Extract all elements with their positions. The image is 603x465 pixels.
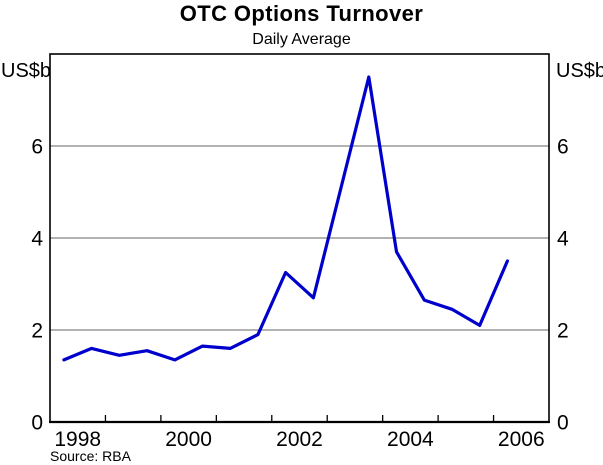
y-axis-tick-label-left: 2 [31,320,43,343]
y-axis-tick-label-right: 4 [557,228,569,251]
y-axis-tick-label-left: 6 [31,136,43,159]
chart-subtitle: Daily Average [252,31,351,48]
y-axis-tick-label-right: 2 [557,320,569,343]
y-axis-unit-label-right: US$b [556,60,603,82]
data-line [62,75,509,362]
y-axis-tick-label-left: 0 [31,412,43,435]
y-axis-tick-label-right: 6 [557,136,569,159]
y-axis-tick-label-right: 0 [557,412,569,435]
chart-title: OTC Options Turnover [179,1,424,26]
y-axis-tick-label-left: 4 [31,228,43,251]
source-note: Source: RBA [50,448,131,464]
x-axis-tick-label: 2004 [387,428,434,451]
x-axis-tick-label: 2006 [498,428,545,451]
x-axis-tick-label: 1998 [54,428,101,451]
x-axis-tick-label: 2000 [165,428,212,451]
y-axis-unit-label-left: US$b [1,60,52,82]
x-axis-tick-label: 2002 [276,428,323,451]
